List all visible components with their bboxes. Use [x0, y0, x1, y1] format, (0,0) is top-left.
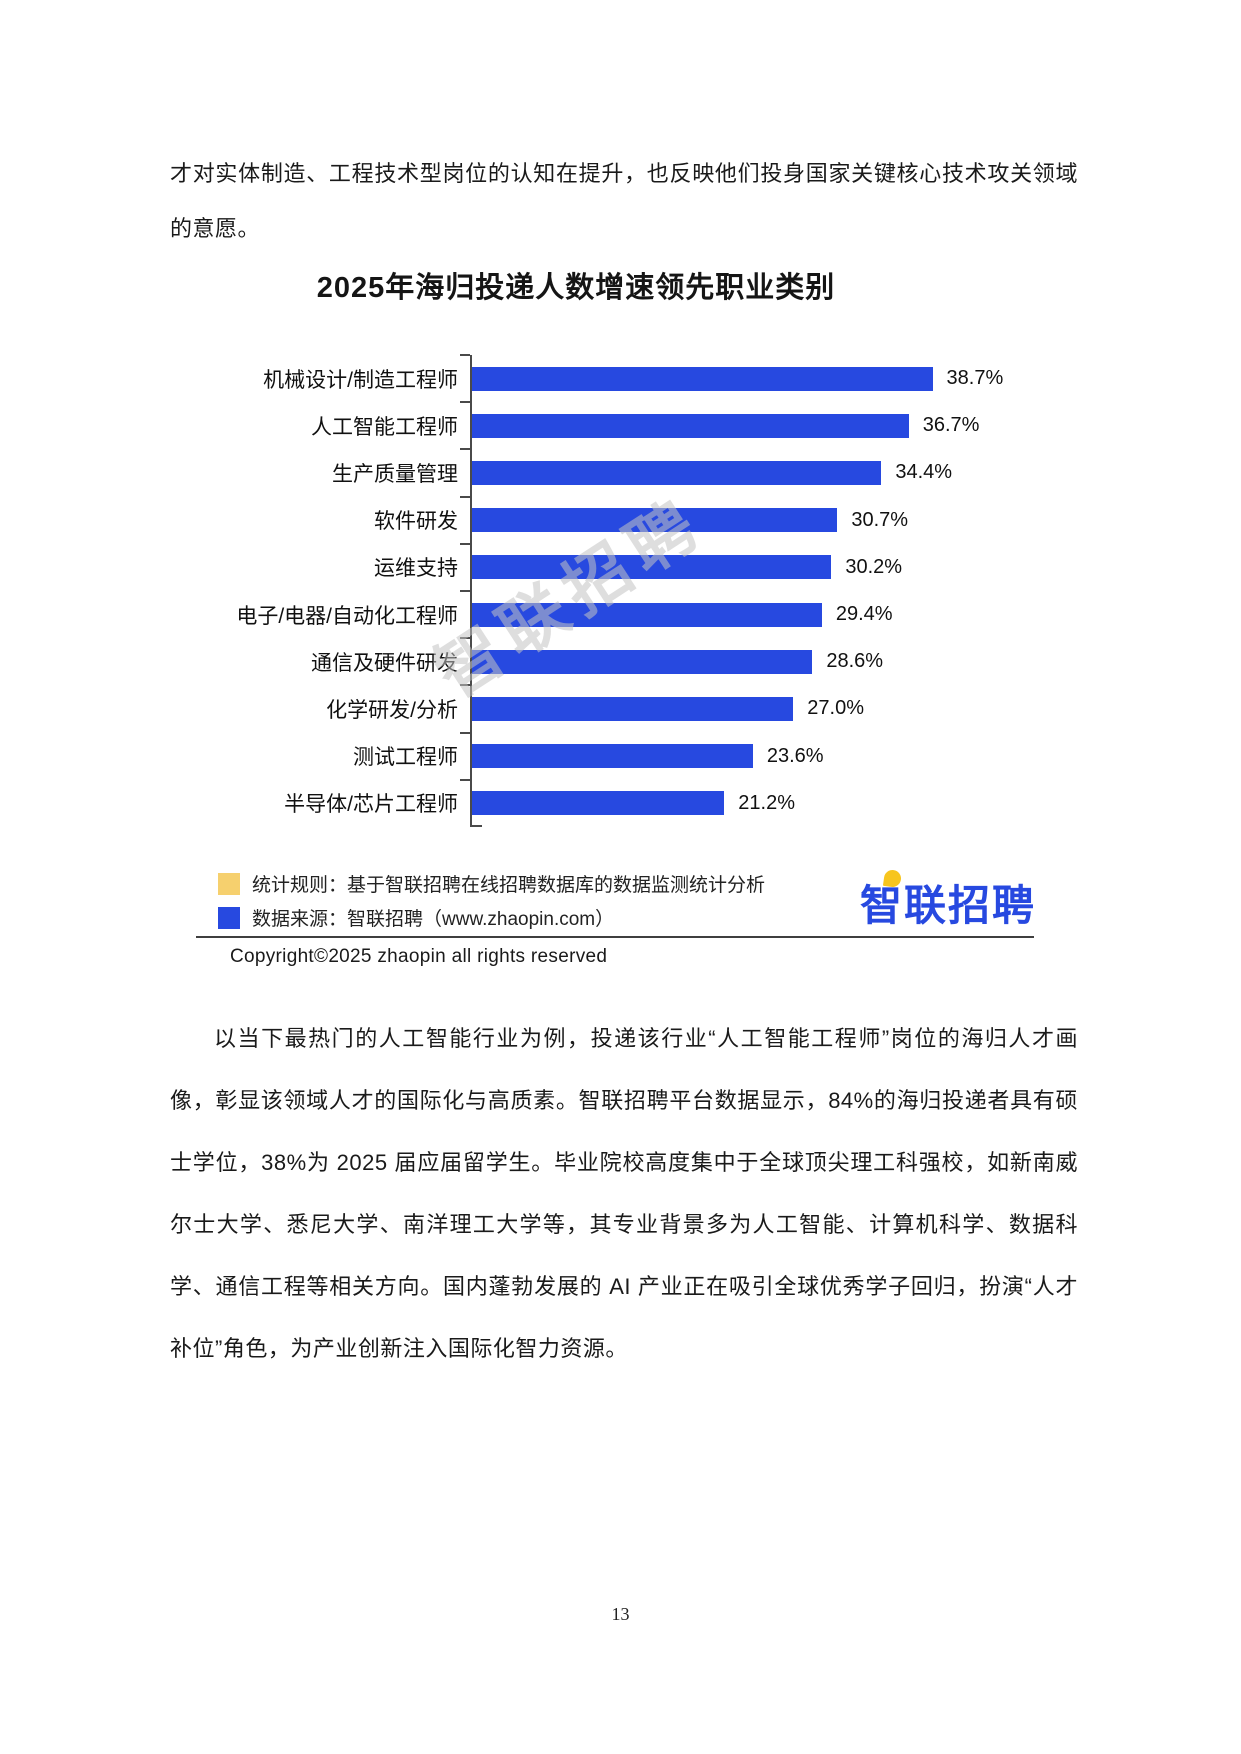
- legend-text: 统计规则：基于智联招聘在线招聘数据库的数据监测统计分析: [252, 875, 766, 896]
- value-label: 38.7%: [946, 367, 1004, 390]
- chart-row: 生产质量管理 34.4%: [170, 448, 1078, 497]
- category-label: 软件研发: [374, 510, 458, 534]
- chart-row: 机械设计/制造工程师 38.7%: [170, 353, 1078, 403]
- bar-zone: 38.7%: [460, 353, 1078, 403]
- bar: [472, 696, 794, 721]
- intro-paragraph: 才对实体制造、工程技术型岗位的认知在提升，也反映他们投身国家关键核心技术攻关领域…: [170, 161, 1078, 241]
- category-label: 机械设计/制造工程师: [263, 368, 458, 392]
- chart-rows: 机械设计/制造工程师 38.7% 人工智能工程师 36.7% 生产质量管理 34.4% 软件…: [170, 353, 1078, 827]
- value-label: 36.7%: [922, 414, 980, 437]
- chart-row: 半导体/芯片工程师 21.2%: [170, 778, 1078, 827]
- value-label: 28.6%: [826, 650, 884, 673]
- zhaopin-logo-text: 智联招聘: [860, 882, 1037, 929]
- chart-row: 运维支持 30.2%: [170, 542, 1078, 591]
- value-label: 30.7%: [851, 508, 909, 531]
- legend-row: 数据来源：智联招聘（www.zhaopin.com）: [218, 904, 765, 931]
- chart-row: 软件研发 30.7%: [170, 495, 1078, 544]
- category-label: 测试工程师: [353, 746, 458, 770]
- bar: [472, 602, 822, 627]
- category-label: 通信及硬件研发: [311, 651, 458, 675]
- bar: [472, 555, 832, 580]
- chart-row: 测试工程师 23.6%: [170, 731, 1078, 780]
- value-label: 29.4%: [835, 603, 893, 626]
- chart-row: 人工智能工程师 36.7%: [170, 401, 1078, 450]
- legend-text: 数据来源：智联招聘（www.zhaopin.com）: [252, 909, 615, 930]
- bar-zone: 30.2%: [460, 542, 1078, 591]
- category-label: 半导体/芯片工程师: [284, 793, 458, 817]
- bar-zone: 30.7%: [460, 495, 1078, 544]
- chart-row: 化学研发/分析 27.0%: [170, 684, 1078, 733]
- bar: [472, 460, 882, 485]
- legend-swatch: [218, 872, 240, 895]
- value-label: 34.4%: [895, 461, 953, 484]
- copyright-text: Copyright©2025 zhaopin all rights reserv…: [230, 946, 608, 967]
- category-label: 运维支持: [374, 557, 458, 581]
- legend-swatch: [218, 906, 240, 929]
- chart-row: 通信及硬件研发 28.6%: [170, 637, 1078, 686]
- chart-row: 电子/电器/自动化工程师 29.4%: [170, 589, 1078, 639]
- category-label: 生产质量管理: [332, 462, 458, 486]
- category-label: 化学研发/分析: [326, 698, 458, 722]
- value-label: 27.0%: [807, 697, 865, 720]
- bar-zone: 21.2%: [460, 778, 1078, 827]
- bar-zone: 29.4%: [460, 589, 1078, 639]
- bar-zone: 27.0%: [460, 684, 1078, 733]
- bar-zone: 23.6%: [460, 731, 1078, 780]
- bar: [472, 413, 909, 438]
- figure-divider-line: [196, 936, 1034, 938]
- bar: [472, 366, 933, 391]
- bar-zone: 34.4%: [460, 448, 1078, 497]
- category-label: 人工智能工程师: [311, 415, 458, 439]
- category-label: 电子/电器/自动化工程师: [236, 604, 458, 628]
- bar-zone: 36.7%: [460, 401, 1078, 450]
- bar: [472, 791, 725, 816]
- zhaopin-logo: 智联招聘: [860, 868, 1037, 933]
- value-label: 30.2%: [845, 555, 903, 578]
- bar: [472, 508, 838, 533]
- value-label: 23.6%: [766, 744, 824, 767]
- chart-title: 2025年海归投递人数增速领先职业类别: [316, 272, 836, 304]
- bar: [472, 649, 813, 674]
- chart-legend: 统计规则：基于智联招聘在线招聘数据库的数据监测统计分析 数据来源：智联招聘（www…: [218, 870, 765, 938]
- bar-chart: 机械设计/制造工程师 38.7% 人工智能工程师 36.7% 生产质量管理 34.4% 软件…: [170, 353, 1078, 827]
- body-paragraph: 以当下最热门的人工智能行业为例，投递该行业“人工智能工程师”岗位的海归人才画像，…: [170, 1026, 1078, 1361]
- bar-zone: 28.6%: [460, 637, 1078, 686]
- page-number: 13: [611, 1604, 630, 1624]
- value-label: 21.2%: [738, 791, 795, 814]
- bar: [472, 744, 753, 769]
- legend-row: 统计规则：基于智联招聘在线招聘数据库的数据监测统计分析: [218, 870, 765, 897]
